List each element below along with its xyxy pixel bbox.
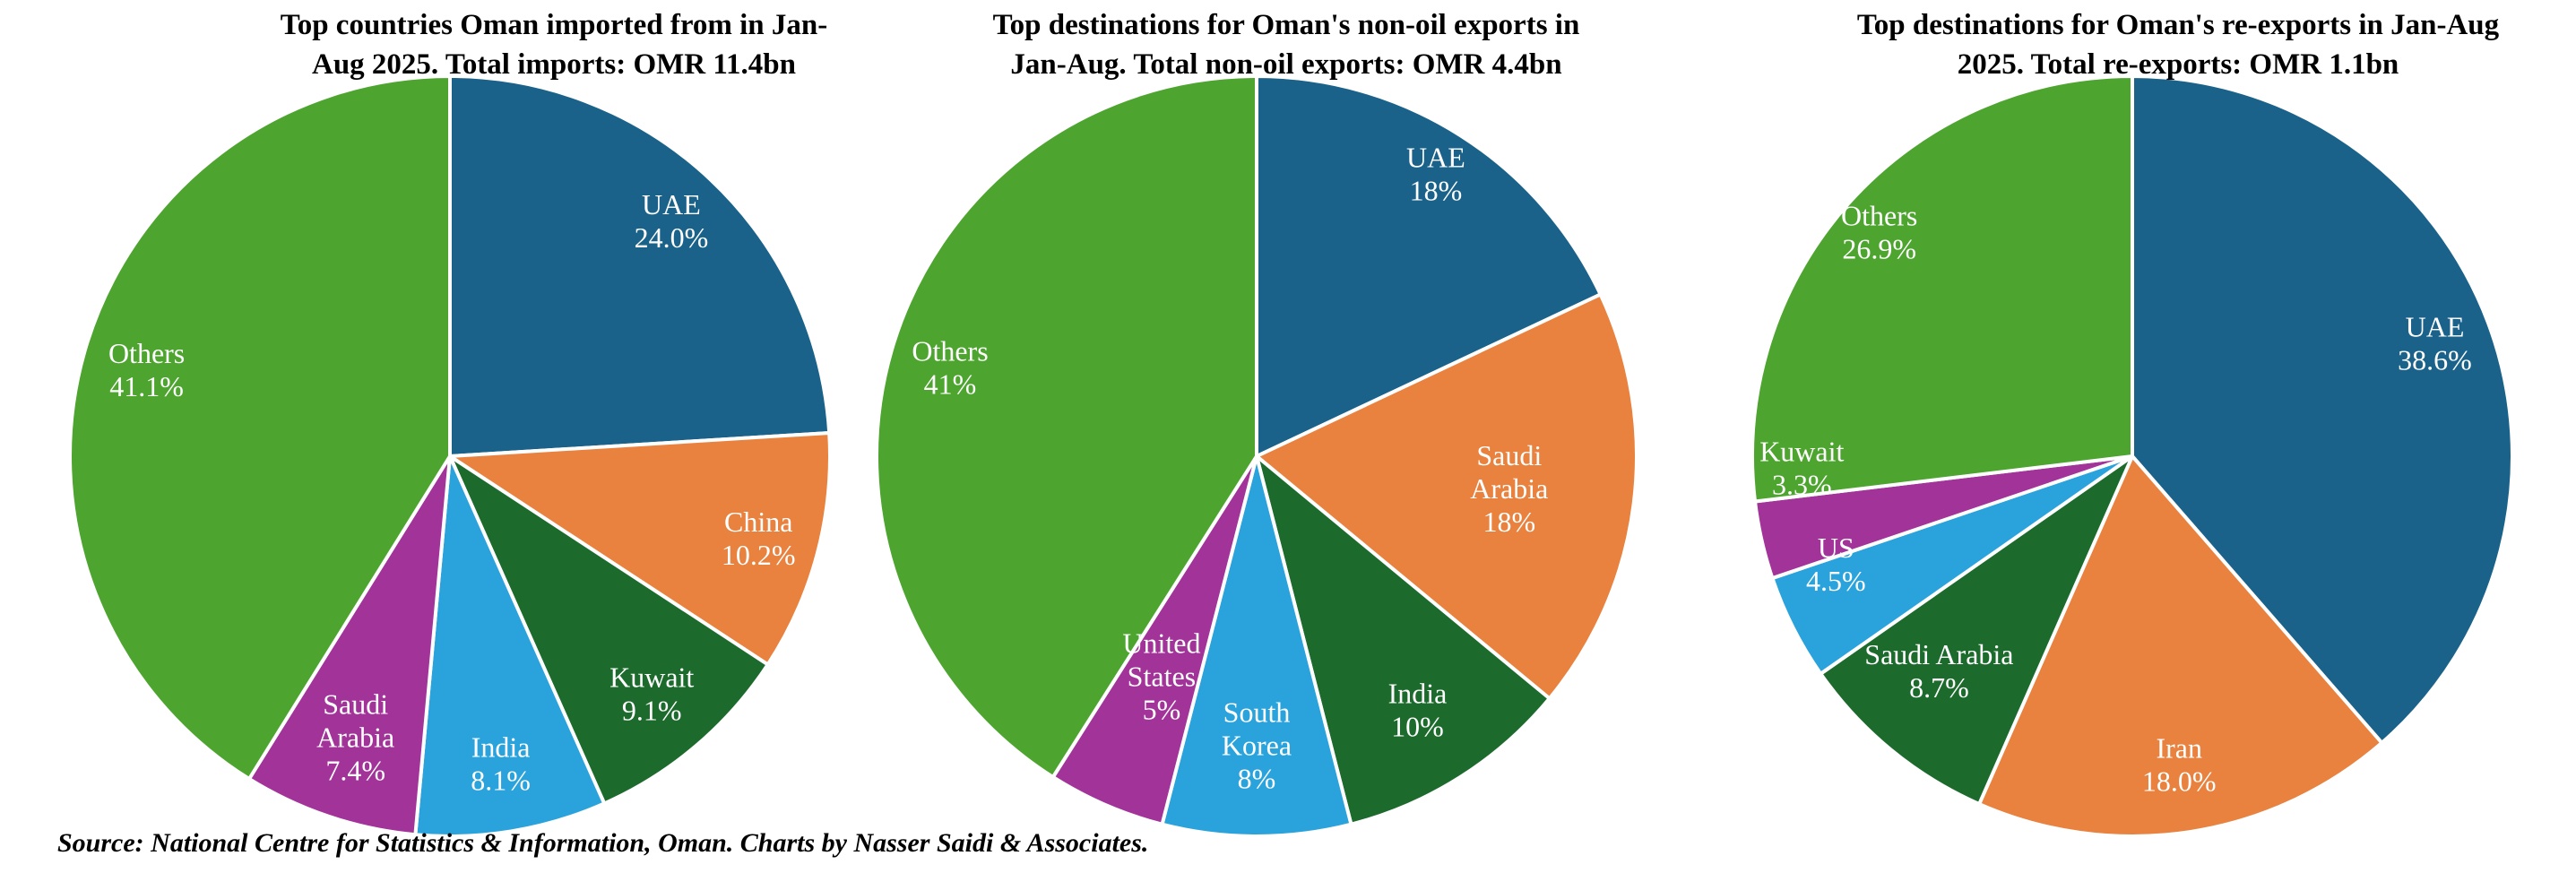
pie3-slice-saudi-arabia xyxy=(1819,454,2134,807)
chart1-title-line2: Aug 2025. Total imports: OMR 11.4bn xyxy=(312,48,796,81)
chart3-title: Top destinations for Oman's re-exports i… xyxy=(1775,5,2576,84)
pie-group-1: UAE 24.0% China 10.2% Kuwait 9.1% India 8.1% Sau… xyxy=(67,74,832,838)
pie2-label-united-states: United States 5% xyxy=(1122,627,1200,725)
chart1-title-line1: Top countries Oman imported from in Jan- xyxy=(280,9,828,41)
chart2-title-line2: Jan-Aug. Total non-oil exports: OMR 4.4b… xyxy=(1010,48,1562,81)
pie1-slice-china xyxy=(448,431,832,667)
pie3-slice-iran xyxy=(1977,454,2384,838)
pie2-label-others: Others 41% xyxy=(912,334,988,400)
pie2-slice-uae xyxy=(1255,74,1603,458)
chart2-title: Top destinations for Oman's non-oil expo… xyxy=(883,5,1690,84)
pie2-label-south-korea: South Korea 8% xyxy=(1222,696,1292,794)
pie3-label-others: Others 26.9% xyxy=(1841,199,1917,264)
chart3-title-line1: Top destinations for Oman's re-exports i… xyxy=(1856,9,2500,41)
chart3-title-line2: 2025. Total re-exports: OMR 1.1bn xyxy=(1957,48,2399,81)
pie1-label-kuwait: Kuwait 9.1% xyxy=(609,661,694,727)
chart1-title: Top countries Oman imported from in Jan-… xyxy=(151,5,957,84)
pie3-slice-uae xyxy=(2131,74,2514,745)
pie2-slice-india xyxy=(1255,454,1552,826)
pie2-slice-south-korea xyxy=(1160,454,1353,838)
pie1-slice-others xyxy=(67,74,452,781)
pie2-slice-saudi-arabia xyxy=(1255,292,1638,701)
pie2-label-india: India 10% xyxy=(1388,678,1448,743)
pie3-label-uae: UAE 38.6% xyxy=(2398,310,2472,376)
pie2-label-uae: UAE 18% xyxy=(1406,142,1465,207)
pie2-label-saudi-arabia: Saudi Arabia 18% xyxy=(1470,439,1548,538)
chart2-title-line1: Top destinations for Oman's non-oil expo… xyxy=(992,9,1580,41)
pie-group-3: UAE 38.6% Iran 18.0% Saudi Arabia 8.7% US 4.5% K… xyxy=(1750,74,2514,838)
pie1-label-others: Others 41.1% xyxy=(108,337,185,402)
pie1-label-uae: UAE 24.0% xyxy=(635,188,709,254)
pie3-label-saudi-arabia: Saudi Arabia 8.7% xyxy=(1864,638,2013,704)
pie1-label-india: India 8.1% xyxy=(471,731,531,797)
pie1-label-saudi-arabia: Saudi Arabia 7.4% xyxy=(316,688,394,787)
pie1-slice-india xyxy=(413,454,607,838)
pie1-slice-uae xyxy=(448,74,832,458)
pie1-slice-saudi-arabia xyxy=(246,454,452,837)
pie1-label-china: China 10.2% xyxy=(722,506,796,571)
pie3-slice-others xyxy=(1750,74,2134,504)
source-note: Source: National Centre for Statistics &… xyxy=(57,828,1149,858)
pie3-label-iran: Iran 18.0% xyxy=(2142,731,2217,797)
pie2-slice-others xyxy=(874,74,1258,779)
pie-group-2: UAE 18% Saudi Arabia 18% India 10% South Korea 8%… xyxy=(874,74,1638,838)
pie1-slice-kuwait xyxy=(448,454,770,806)
pie3-label-kuwait: Kuwait 3.3% xyxy=(1759,436,1844,501)
pie3-label-us: US 4.5% xyxy=(1806,532,1866,597)
